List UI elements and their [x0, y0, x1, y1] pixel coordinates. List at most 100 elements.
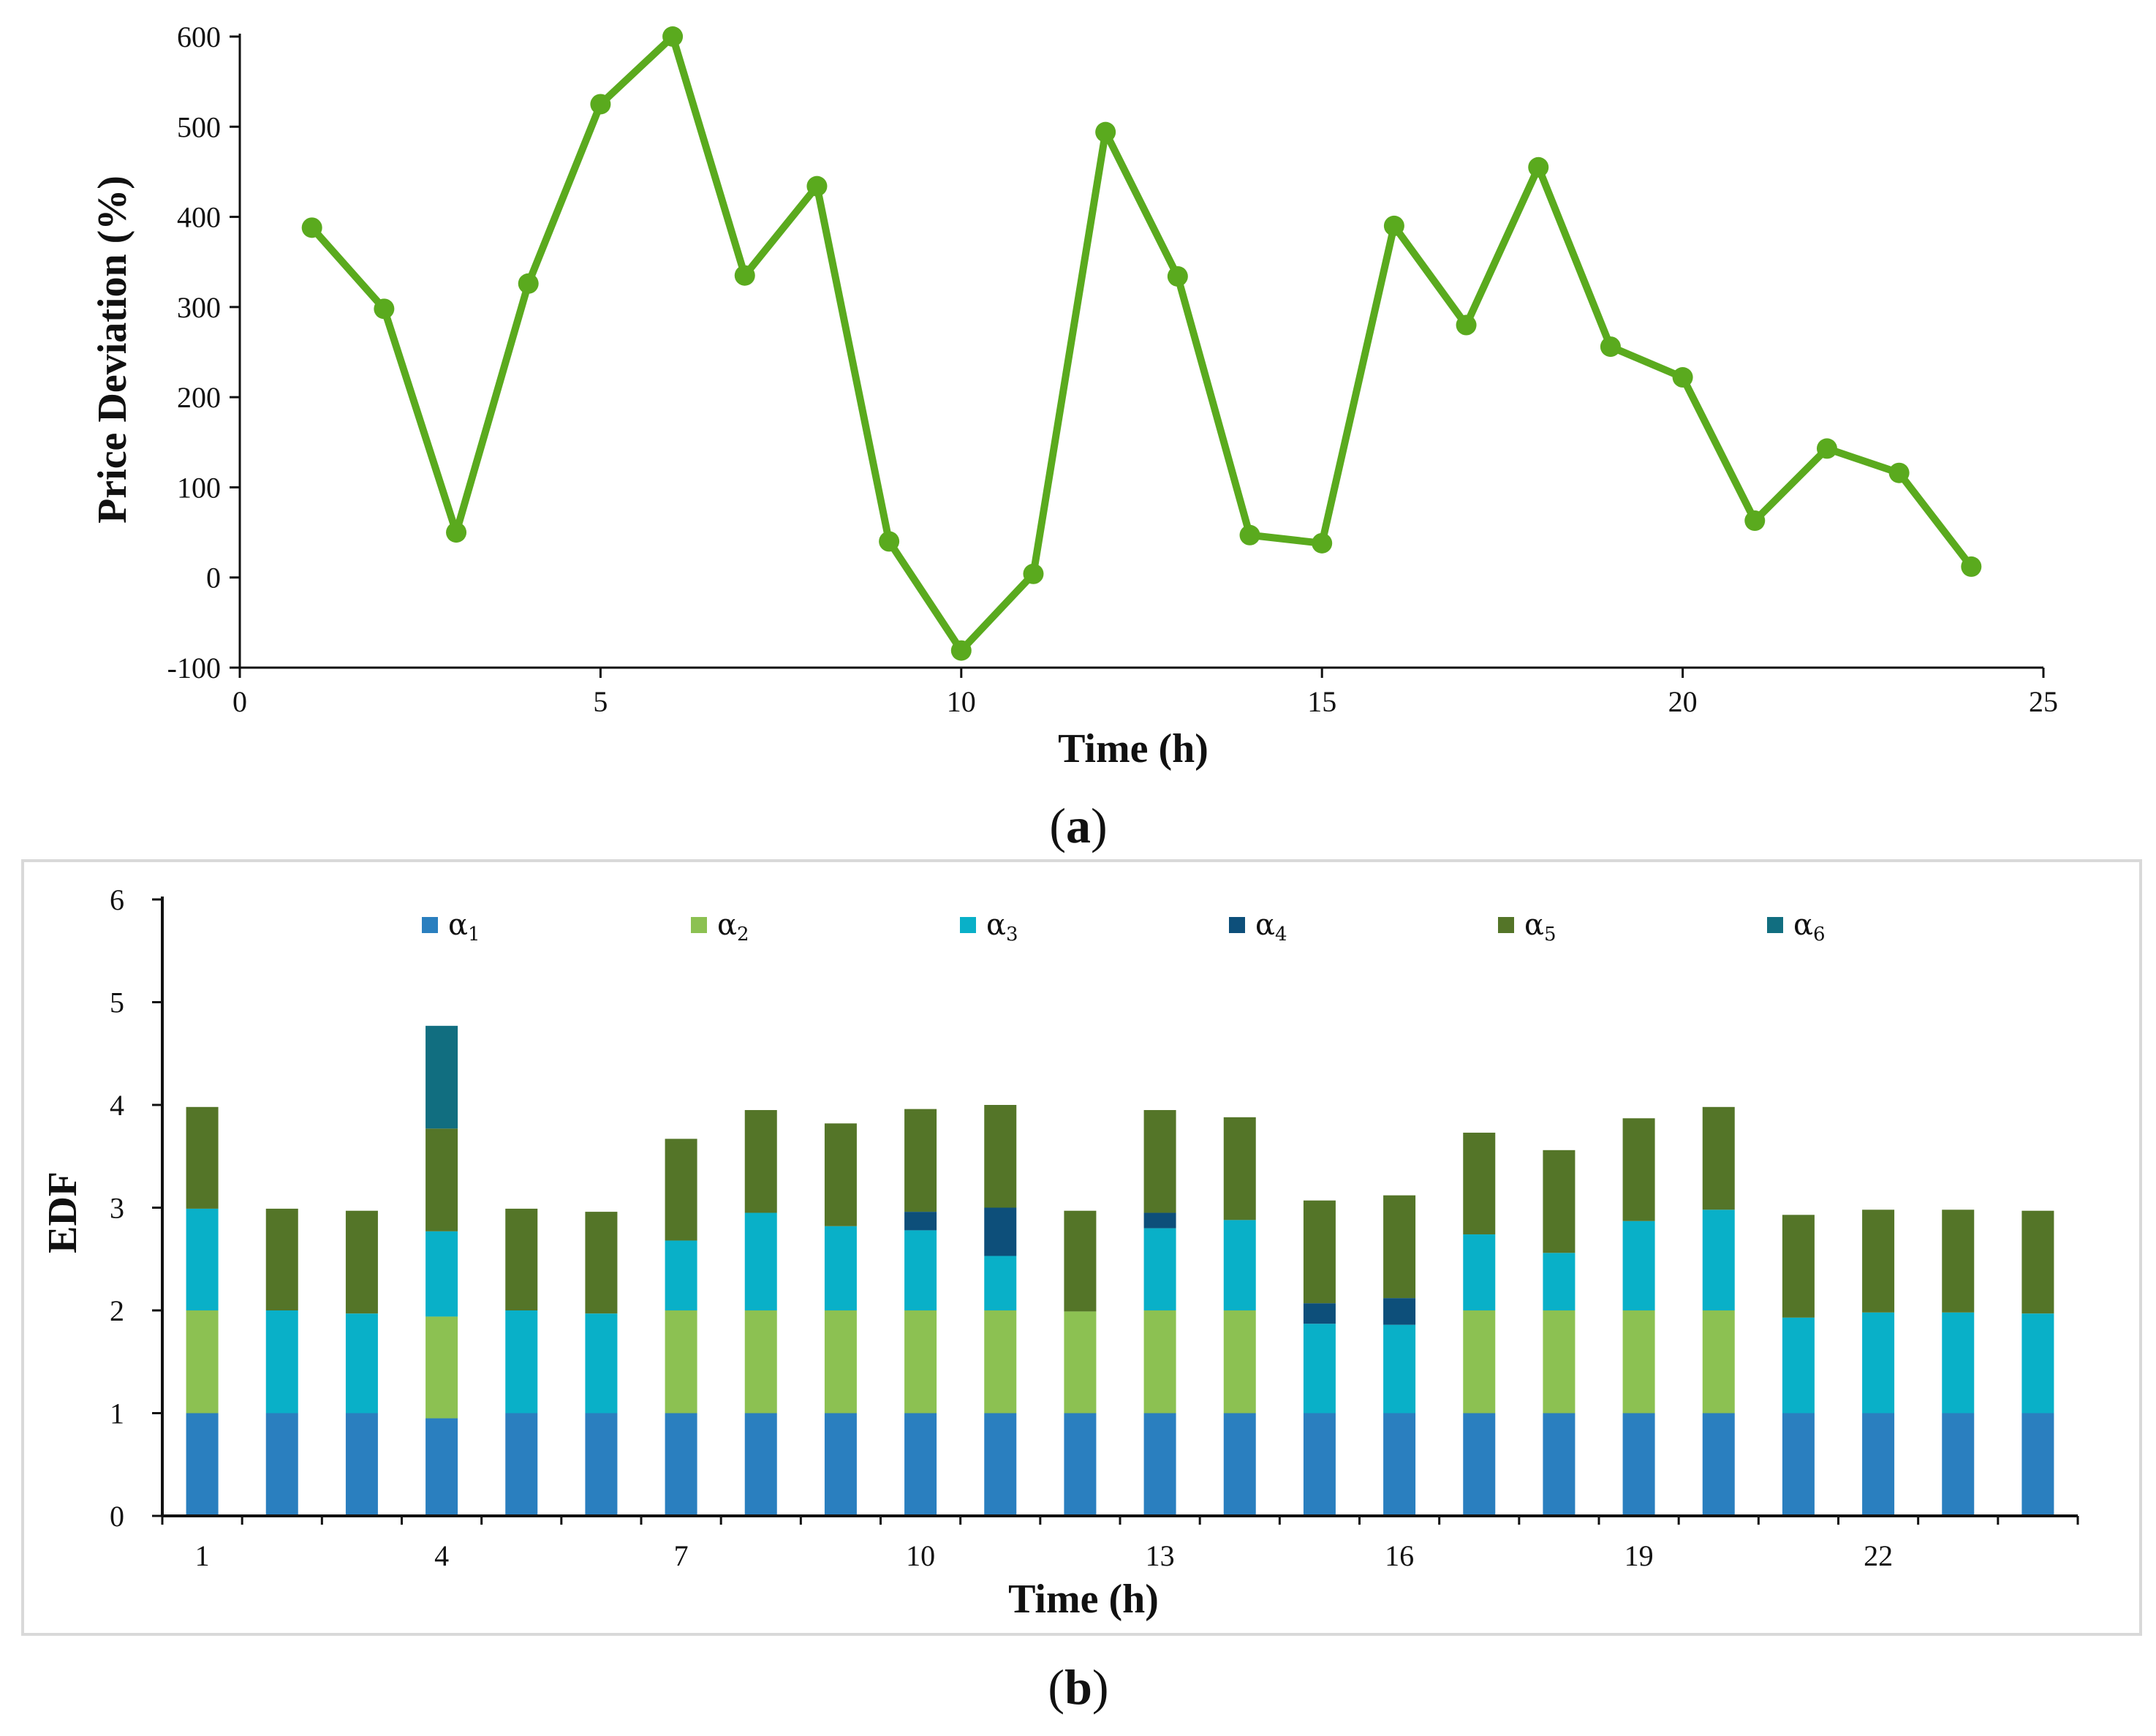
edf-bar-segment [904, 1310, 937, 1414]
edf-bar-segment [824, 1310, 857, 1414]
price-deviation-point [662, 26, 684, 47]
legend-label-symbol: α [1524, 908, 1544, 942]
edf-bar-segment [1622, 1413, 1655, 1516]
panel-b-x-tick-labels: 1 4 7 10 13 16 19 22 [195, 1539, 1893, 1572]
edf-bar-segment [1303, 1413, 1336, 1516]
panel-a-x-tick-labels: 0 5 10 15 20 25 [232, 685, 2058, 718]
edf-bar-segment [2021, 1413, 2054, 1516]
panel-b-y-tick-labels: 0 1 2 3 4 5 6 [110, 883, 124, 1533]
edf-bar-segment [1622, 1310, 1655, 1414]
panel-a-y-tick-label: 200 [177, 381, 221, 414]
edf-bar-segment [1702, 1310, 1735, 1414]
panel-b-y-tick-label: 6 [110, 883, 124, 916]
edf-bar-segment [1383, 1298, 1416, 1325]
edf-bar-segment [1702, 1209, 1735, 1310]
panel-a-y-tick-label: 500 [177, 110, 221, 143]
price-deviation-series-line [308, 33, 1975, 654]
edf-bar-segment [1064, 1311, 1097, 1414]
legend-swatch [1767, 917, 1783, 933]
panel-a-y-tick-label: 300 [177, 291, 221, 324]
edf-bar-segment [984, 1413, 1017, 1516]
edf-bar-segment [1543, 1253, 1576, 1310]
panel-b-bars [186, 1025, 2054, 1516]
panel-b-y-tick-label: 0 [110, 1500, 124, 1533]
edf-bar-segment [1942, 1312, 1975, 1414]
edf-bar-segment [665, 1240, 697, 1310]
edf-bar-segment [824, 1123, 857, 1226]
price-deviation-point [590, 94, 611, 115]
edf-bar-segment [265, 1310, 298, 1414]
edf-bar-segment [1782, 1413, 1815, 1516]
panel-a-y-axis-title: Price Deviation (%) [90, 176, 135, 524]
panel-a-x-tick-label: 25 [2029, 685, 2058, 718]
edf-bar-segment [1383, 1324, 1416, 1414]
legend-swatch [960, 917, 976, 933]
panel-b-y-tick-label: 4 [110, 1089, 124, 1122]
legend-label: α1 [448, 908, 480, 946]
price-deviation-point [1600, 336, 1621, 358]
edf-bar-segment [904, 1109, 937, 1212]
panel-a-y-tick-label: 400 [177, 201, 221, 234]
legend-label-subscript: 6 [1813, 924, 1826, 946]
price-deviation-point [1095, 121, 1116, 143]
legend-swatch [422, 917, 438, 933]
legend-label-subscript: 2 [737, 924, 749, 946]
edf-bar-segment [425, 1231, 458, 1317]
edf-bar-segment [1463, 1132, 1496, 1235]
panel-b-y-tick-label: 2 [110, 1294, 124, 1327]
edf-bar-segment [1303, 1303, 1336, 1324]
edf-bar-segment [1064, 1210, 1097, 1312]
price-deviation-point [734, 265, 755, 286]
edf-bar-segment [1463, 1413, 1496, 1516]
panel-b-axes [152, 897, 2079, 1525]
edf-bar-segment [1622, 1220, 1655, 1310]
panel-a-y-tick-labels: -100 0 100 200 300 400 500 600 [167, 20, 221, 684]
panel-a-x-tick-label: 0 [232, 685, 247, 718]
edf-bar-segment [744, 1413, 777, 1516]
edf-bar-segment [186, 1310, 219, 1414]
price-deviation-point [1023, 563, 1044, 584]
edf-bar-segment [585, 1313, 618, 1414]
edf-bar-segment [744, 1212, 777, 1310]
price-deviation-point [1383, 215, 1404, 236]
edf-bar-segment [505, 1208, 538, 1310]
price-deviation-point [950, 640, 972, 661]
panel-b-caption: (b) [1048, 1659, 1108, 1715]
panel-b-legend: α1 α2 α3 α4 α5 α6 [422, 908, 1826, 946]
legend-label-subscript: 4 [1275, 924, 1287, 946]
edf-bar-segment [345, 1313, 378, 1414]
panel-b-y-tick-label: 1 [110, 1397, 124, 1430]
legend-label: α6 [1793, 908, 1826, 946]
legend-label-subscript: 5 [1544, 924, 1557, 946]
edf-bar-segment [425, 1418, 458, 1516]
edf-bar-segment [744, 1110, 777, 1213]
edf-bar-segment [1223, 1413, 1256, 1516]
edf-bar-segment [1303, 1200, 1336, 1304]
edf-bar-segment [425, 1128, 458, 1231]
price-deviation-point [1744, 510, 1766, 532]
panel-a-y-tick-label: 0 [206, 562, 221, 595]
edf-bar-segment [665, 1310, 697, 1414]
price-deviation-point [301, 217, 322, 238]
panel-b-x-tick-label: 19 [1624, 1539, 1654, 1572]
price-deviation-point [806, 176, 828, 197]
panel-b-y-axis-title: EDF [40, 1171, 86, 1253]
panel-a-caption-letter: a [1066, 798, 1091, 853]
panel-a-y-tick-label: 600 [177, 20, 221, 53]
edf-bar-segment [824, 1413, 857, 1516]
legend-label-subscript: 3 [1006, 924, 1018, 946]
price-deviation-point [1167, 265, 1188, 287]
panel-a-x-tick-label: 10 [947, 685, 976, 718]
edf-bar-segment [1543, 1310, 1576, 1414]
edf-bar-segment [345, 1210, 378, 1314]
edf-bar-segment [186, 1413, 219, 1516]
legend-label: α2 [717, 908, 749, 946]
price-deviation-point [1816, 438, 1837, 459]
panel-b-x-tick-label: 7 [674, 1539, 689, 1572]
edf-bar-segment [1862, 1413, 1895, 1516]
legend-swatch [691, 917, 707, 933]
panel-a-x-tick-label: 20 [1668, 685, 1698, 718]
edf-bar-segment [904, 1413, 937, 1516]
edf-bar-segment [1143, 1228, 1176, 1310]
